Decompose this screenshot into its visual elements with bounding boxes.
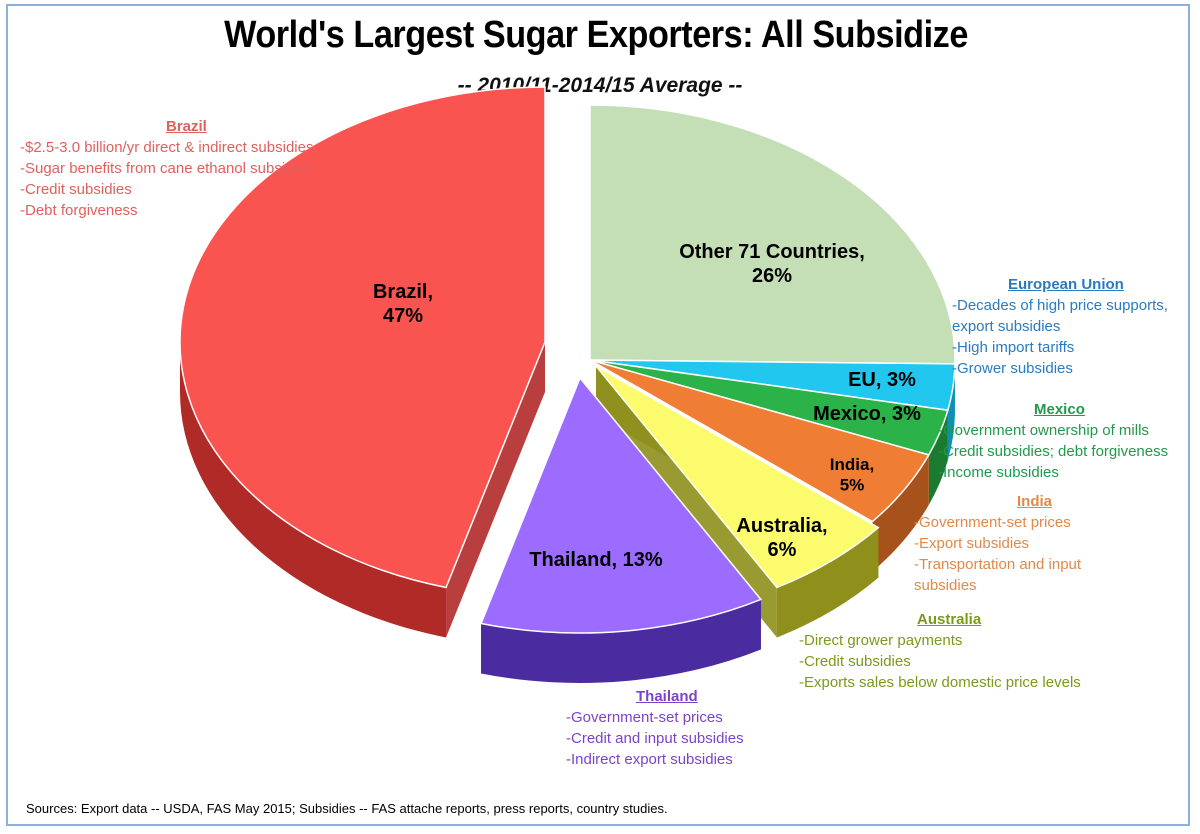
note-mexico: Mexico -Government ownership of mills -Cr…: [938, 399, 1188, 483]
note-brazil-item: -Sugar benefits from cane ethanol subsid…: [20, 160, 313, 177]
note-brazil-heading: Brazil: [166, 118, 207, 135]
note-thailand: Thailand -Government-set prices -Credit a…: [566, 686, 786, 770]
note-australia-items: -Direct grower payments -Credit subsidies…: [799, 630, 1119, 693]
slice-label-line: Mexico, 3%: [813, 403, 921, 425]
note-india-item: subsidies: [914, 577, 977, 594]
note-thailand-item: -Government-set prices: [566, 709, 723, 726]
note-australia-heading: Australia: [917, 611, 982, 628]
pie-slice-other-71-countries: [589, 104, 956, 365]
note-australia-item: -Credit subsidies: [799, 653, 911, 670]
slice-label-other-71-countries: Other 71 Countries, 26%: [679, 241, 865, 287]
pie-slice-australia: [595, 365, 880, 589]
slice-label-thailand: Thailand, 13%: [529, 549, 663, 571]
slice-label-line: EU, 3%: [848, 369, 916, 391]
note-india-item: -Export subsidies: [914, 535, 1030, 552]
slice-label-line: 47%: [383, 305, 423, 327]
pie-labels: Other 71 Countries, 26% EU, 3% Mexico, 3% In…: [373, 241, 921, 571]
note-mexico-item: -Credit subsidies; debt forgiveness: [938, 443, 1169, 460]
pie-edge-brazil: [446, 342, 545, 638]
slice-label-eu: EU, 3%: [848, 369, 916, 391]
note-brazil-item: -Credit subsidies: [20, 181, 132, 198]
note-india-item: -Government-set prices: [914, 514, 1071, 531]
note-brazil: Brazil -$2.5-3.0 billion/yr direct & ind…: [20, 116, 360, 221]
note-eu-heading: European Union: [1008, 276, 1124, 293]
note-eu-item: export subsidies: [952, 318, 1061, 335]
pie-slice-india: [589, 359, 930, 523]
slice-label-line: 26%: [752, 265, 792, 287]
slice-label-mexico: Mexico, 3%: [813, 403, 921, 425]
note-mexico-item: -Income subsidies: [938, 464, 1059, 481]
slice-label-line: Australia,: [736, 515, 827, 537]
pie-side-mexico: [928, 410, 948, 505]
slice-label-line: Other 71 Countries,: [679, 241, 865, 263]
note-australia: Australia -Direct grower payments -Credit…: [799, 609, 1119, 693]
note-mexico-item: -Government ownership of mills: [938, 422, 1149, 439]
note-india: India -Government-set prices -Export subs…: [914, 491, 1134, 596]
pie-slice-thailand: [480, 376, 763, 634]
note-mexico-heading: Mexico: [1034, 401, 1085, 418]
note-australia-item: -Exports sales below domestic price leve…: [799, 674, 1081, 691]
sources-note: Sources: Export data -- USDA, FAS May 20…: [26, 801, 668, 816]
slice-label-line: 5%: [840, 475, 865, 494]
note-eu-item: -Decades of high price supports,: [952, 297, 1168, 314]
slice-label-line: India,: [830, 455, 874, 474]
slice-label-india: India, 5%: [830, 455, 874, 494]
note-australia-item: -Direct grower payments: [799, 632, 963, 649]
pie-side-india: [872, 454, 929, 572]
note-brazil-item: -$2.5-3.0 billion/yr direct & indirect s…: [20, 139, 314, 156]
slice-label-line: Brazil,: [373, 281, 433, 303]
pie-top-layer: [179, 86, 956, 634]
note-eu-item: -Grower subsidies: [952, 360, 1073, 377]
pie-side-brazil: [180, 342, 447, 638]
note-eu: European Union -Decades of high price su…: [952, 274, 1192, 379]
pie-side-thailand: [481, 599, 761, 684]
slice-label-brazil: Brazil, 47%: [373, 281, 433, 327]
chart-title: World's Largest Sugar Exporters: All Sub…: [224, 14, 968, 56]
note-brazil-items: -$2.5-3.0 billion/yr direct & indirect s…: [20, 137, 360, 221]
slice-label-australia: Australia, 6%: [736, 515, 827, 561]
pie-slice-brazil: [179, 86, 546, 589]
note-thailand-heading: Thailand: [636, 688, 698, 705]
note-thailand-items: -Government-set prices -Credit and input …: [566, 707, 786, 770]
note-india-heading: India: [1017, 493, 1053, 510]
slice-label-line: Thailand, 13%: [529, 549, 663, 571]
note-eu-items: -Decades of high price supports, export …: [952, 295, 1192, 379]
note-india-item: -Transportation and input: [914, 556, 1082, 573]
note-eu-item: -High import tariffs: [952, 339, 1075, 356]
note-thailand-item: -Indirect export subsidies: [566, 751, 733, 768]
note-india-items: -Government-set prices -Export subsidies -…: [914, 512, 1134, 596]
note-thailand-item: -Credit and input subsidies: [566, 730, 744, 747]
slice-label-line: 6%: [768, 539, 797, 561]
note-mexico-items: -Government ownership of mills -Credit su…: [938, 420, 1188, 483]
note-brazil-item: -Debt forgiveness: [20, 202, 138, 219]
